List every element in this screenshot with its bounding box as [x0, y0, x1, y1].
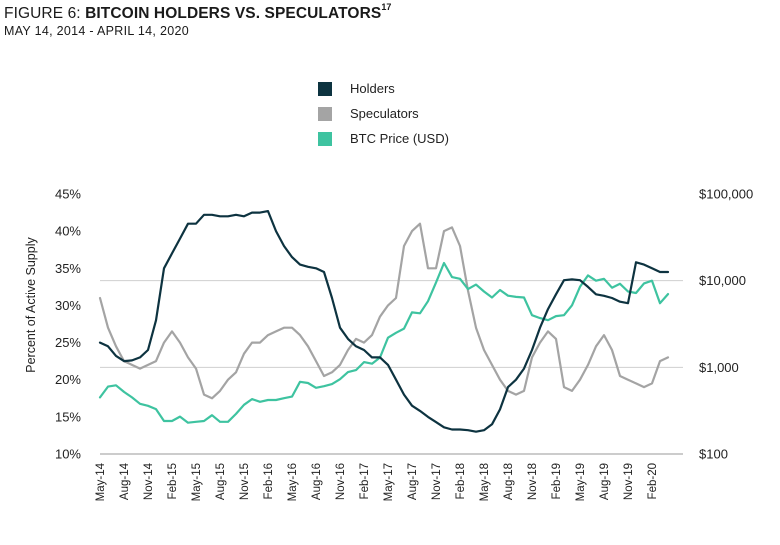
y-axis-right-ticks: $100,000 $10,000 $1,000 $100: [699, 187, 753, 462]
x-axis-ticks: May-14 Aug-14 Nov-14 Feb-15 May-15 Aug-15 Nov-…: [95, 462, 659, 501]
y-tick-label: 45%: [55, 187, 81, 202]
x-tick-label: May-19: [575, 463, 587, 501]
legend-swatch-btc-price: [318, 131, 332, 146]
y-tick-label: 40%: [55, 224, 81, 239]
x-tick-label: Aug-15: [215, 463, 227, 500]
x-tick-label: Feb-17: [359, 463, 371, 499]
x-tick-label: Nov-17: [431, 463, 443, 500]
x-tick-label: Feb-16: [263, 463, 275, 499]
x-tick-label: Nov-16: [335, 463, 347, 500]
y-axis-left-ticks: 45% 40% 35% 30% 25% 20% 15% 10%: [55, 187, 81, 462]
y-axis-label: Percent of Active Supply: [24, 237, 38, 373]
y2-tick-label: $1,000: [699, 360, 739, 375]
y-tick-label: 15%: [55, 409, 81, 424]
x-tick-label: May-14: [95, 462, 107, 501]
x-tick-label: Aug-18: [503, 463, 515, 500]
legend-swatch-holders: [318, 81, 332, 96]
y2-tick-label: $100: [699, 447, 728, 462]
chart-title: FIGURE 6: BITCOIN HOLDERS VS. SPECULATOR…: [4, 2, 392, 23]
gridlines: [100, 280, 683, 455]
y-tick-label: 25%: [55, 335, 81, 350]
legend-label-speculators: Speculators: [350, 106, 419, 121]
series-line-speculators: [98, 222, 670, 400]
legend-label-btc-price: BTC Price (USD): [350, 131, 449, 146]
x-tick-label: May-17: [383, 463, 395, 501]
y2-tick-label: $100,000: [699, 187, 753, 202]
legend-swatch-speculators: [318, 106, 332, 121]
legend-label-holders: Holders: [350, 81, 395, 96]
legend-item-speculators: Speculators: [318, 101, 449, 126]
legend-item-holders: Holders: [318, 76, 449, 101]
y-tick-label: 20%: [55, 372, 81, 387]
x-tick-label: Nov-14: [143, 462, 155, 500]
legend-item-btc-price: BTC Price (USD): [318, 126, 449, 151]
y2-tick-label: $10,000: [699, 273, 746, 288]
x-tick-label: Nov-18: [527, 463, 539, 500]
series-lines: [98, 210, 670, 433]
x-tick-label: Nov-19: [623, 463, 635, 500]
y-tick-label: 30%: [55, 298, 81, 313]
title-footnote: 17: [381, 2, 392, 12]
x-tick-label: Aug-19: [599, 463, 611, 500]
y-tick-label: 10%: [55, 447, 81, 462]
x-tick-label: Feb-18: [455, 463, 467, 499]
x-tick-label: May-15: [191, 463, 203, 501]
x-tick-label: Aug-14: [119, 462, 131, 500]
x-tick-label: Aug-16: [311, 463, 323, 500]
x-tick-label: Feb-19: [551, 463, 563, 499]
x-tick-label: Nov-15: [239, 463, 251, 500]
series-line-holders: [98, 210, 670, 433]
x-tick-label: May-16: [287, 463, 299, 501]
chart-subtitle: MAY 14, 2014 - APRIL 14, 2020: [4, 24, 189, 38]
y-tick-label: 35%: [55, 261, 81, 276]
figure-prefix: FIGURE 6:: [4, 5, 86, 22]
legend: Holders Speculators BTC Price (USD): [318, 76, 449, 151]
series-line-btc-price-usd: [98, 261, 670, 424]
x-tick-label: Feb-15: [167, 463, 179, 499]
x-tick-label: Feb-20: [647, 463, 659, 499]
title-main: BITCOIN HOLDERS VS. SPECULATORS: [85, 5, 382, 22]
x-tick-label: May-18: [479, 463, 491, 501]
x-tick-label: Aug-17: [407, 463, 419, 500]
